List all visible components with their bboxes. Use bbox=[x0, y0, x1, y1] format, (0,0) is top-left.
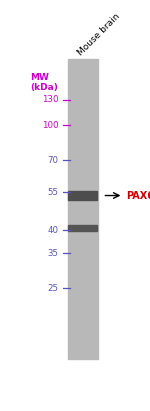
Text: Mouse brain: Mouse brain bbox=[76, 12, 122, 57]
Text: 70: 70 bbox=[47, 156, 58, 164]
Text: 40: 40 bbox=[47, 226, 58, 235]
Text: MW
(kDa): MW (kDa) bbox=[30, 73, 58, 92]
Text: 35: 35 bbox=[47, 249, 58, 258]
Text: 100: 100 bbox=[42, 121, 58, 130]
Text: 25: 25 bbox=[47, 284, 58, 293]
Bar bbox=[68, 191, 97, 200]
Bar bbox=[68, 59, 98, 360]
Text: 55: 55 bbox=[47, 188, 58, 197]
Bar bbox=[68, 225, 97, 231]
Text: PAX6: PAX6 bbox=[126, 191, 150, 201]
Text: 130: 130 bbox=[42, 95, 58, 104]
